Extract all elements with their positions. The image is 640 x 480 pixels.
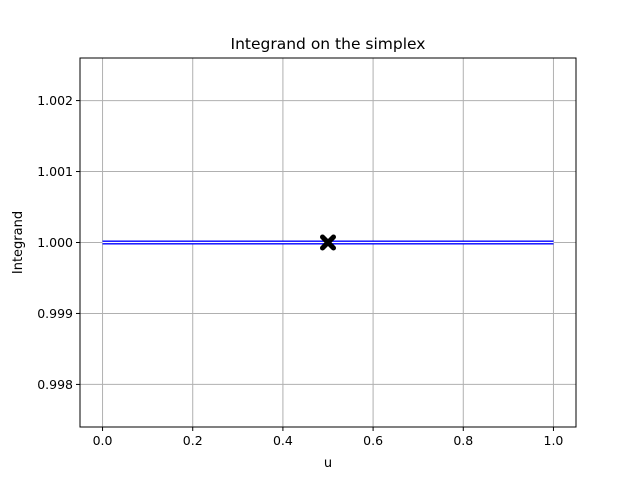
- y-tick-label: 1.001: [37, 164, 73, 179]
- y-tick-label: 1.000: [37, 235, 73, 250]
- x-tick-label: 0.6: [363, 433, 383, 448]
- x-tick-label: 0.4: [273, 433, 293, 448]
- series-layer: [102, 234, 554, 251]
- y-tick-label: 0.998: [37, 377, 73, 392]
- x-tick-label: 0.0: [93, 433, 113, 448]
- y-axis-label: Integrand: [11, 211, 26, 274]
- x-tick-label: 0.8: [453, 433, 473, 448]
- x-tick-label: 0.2: [183, 433, 203, 448]
- y-axis-ticks: 0.998 0.999 1.000 1.001 1.002: [37, 93, 80, 392]
- chart-title: Integrand on the simplex: [231, 35, 426, 53]
- x-axis-ticks: 0.0 0.2 0.4 0.6 0.8 1.0: [93, 427, 564, 448]
- x-marker-point: [320, 234, 336, 251]
- x-axis-label: u: [324, 456, 332, 471]
- x-tick-label: 1.0: [544, 433, 564, 448]
- y-tick-label: 1.002: [37, 93, 73, 108]
- y-tick-label: 0.999: [37, 306, 73, 321]
